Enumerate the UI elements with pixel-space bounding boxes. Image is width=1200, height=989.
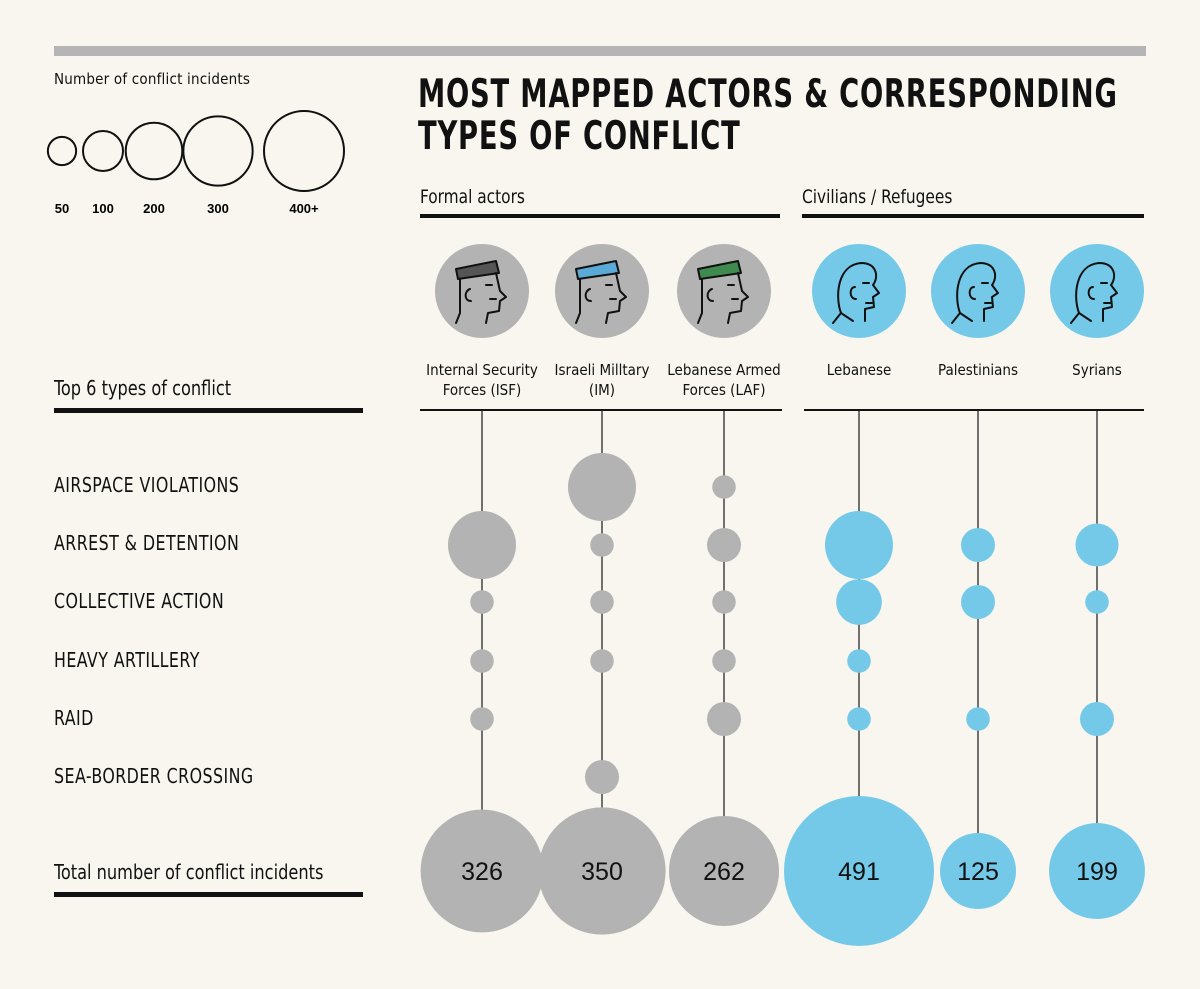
conflict-bubble [847,707,871,731]
veiled-woman-icon [1050,244,1144,338]
actor-label-line: Internal Security [426,361,538,379]
legend-size-label: 200 [143,201,165,216]
actor-label: Lebanese [784,360,934,380]
legend-size-label: 100 [92,201,114,216]
row-label-arrest-detention: ARREST & DETENTION [54,531,240,555]
conflict-bubble [1085,590,1109,614]
police-officer-icon [435,244,529,338]
conflict-bubble [847,649,871,673]
conflict-bubble [707,702,741,736]
total-bubble [939,832,1017,910]
actors-rule-formal [420,409,782,411]
group-rule-civilians [802,214,1144,218]
row-header-rule [54,408,363,413]
conflict-bubble [712,590,736,614]
conflict-bubble [590,533,614,557]
total-value-label: 326 [461,858,503,886]
group-rule-formal [420,214,780,218]
actor-label-line: Israeli Milltary [554,361,650,379]
actor-label: Internal Security Forces (ISF) [407,360,557,400]
conflict-bubble [1080,702,1114,736]
conflict-bubble [1075,523,1119,567]
legend-size-label: 50 [55,201,69,216]
actor-label-line: Lebanese Armed [667,361,781,379]
conflict-bubble [707,528,741,562]
actor-label-line: Forces (LAF) [682,381,766,399]
actor-label: Lebanese Armed Forces (LAF) [649,360,799,400]
conflict-bubble [590,649,614,673]
man-head-icon [931,244,1025,338]
actor-label-line: Forces (ISF) [442,381,522,399]
conflict-bubble [712,475,736,499]
conflict-bubble [836,579,882,625]
total-value-label: 350 [581,858,623,886]
actor-label: Palestinians [903,360,1053,380]
actor-label-line: Palestinians [937,361,1019,379]
conflict-bubble [470,649,494,673]
actor-label-line: (IM) [588,381,616,399]
conflict-bubble [825,511,893,579]
soldier-icon [555,244,649,338]
total-label: Total number of conflict incidents [54,860,324,884]
conflict-bubble [470,707,494,731]
total-value-label: 262 [703,858,745,886]
row-label-airspace-violations: AIRSPACE VIOLATIONS [54,473,240,497]
row-label-heavy-artillery: HEAVY ARTILLERY [54,648,200,672]
group-label-civilians: Civilians / Refugees [802,186,953,208]
total-value-label: 491 [838,858,880,886]
conflict-bubble [712,649,736,673]
total-bubble [1049,823,1145,919]
legend-circle [124,121,184,181]
row-label-collective-action: COLLECTIVE ACTION [54,589,225,613]
legend-size-label: 400+ [289,201,319,216]
actor-label-line: Lebanese [826,361,892,379]
total-bubble [538,807,666,935]
actors-rule-civilians [804,409,1144,411]
total-value-label: 125 [957,858,999,886]
soldier-icon [677,244,771,338]
total-bubble [668,815,780,927]
woman-head-icon [812,244,906,338]
row-header: Top 6 types of conflict [54,376,232,400]
legend-circle [82,130,124,172]
conflict-bubble [961,585,995,619]
total-bubble [784,796,934,946]
total-bubble [420,809,544,933]
conflict-bubble [568,453,636,521]
conflict-bubble [590,590,614,614]
legend-circle [182,115,254,187]
row-label-sea-border-crossing: SEA-BORDER CROSSING [54,764,254,788]
top-rule [54,46,1146,56]
actor-label: Israeli Milltary (IM) [527,360,677,400]
conflict-bubble [470,590,494,614]
chart-title: MOST MAPPED ACTORS & CORRESPONDING TYPES… [418,72,1118,159]
actor-label-line: Syrians [1072,361,1122,379]
conflict-bubble [966,707,990,731]
row-label-raid: RAID [54,706,94,730]
legend-title: Number of conflict incidents [54,70,251,88]
conflict-bubble [961,528,995,562]
conflict-bubble [448,511,516,579]
legend-circle [263,110,345,192]
legend-circle [46,135,78,167]
legend-size-label: 300 [207,201,229,216]
conflict-bubble [585,760,619,794]
actor-label: Syrians [1022,360,1172,380]
group-label-formal: Formal actors [420,186,525,208]
total-value-label: 199 [1076,858,1118,886]
total-label-rule [54,892,363,897]
